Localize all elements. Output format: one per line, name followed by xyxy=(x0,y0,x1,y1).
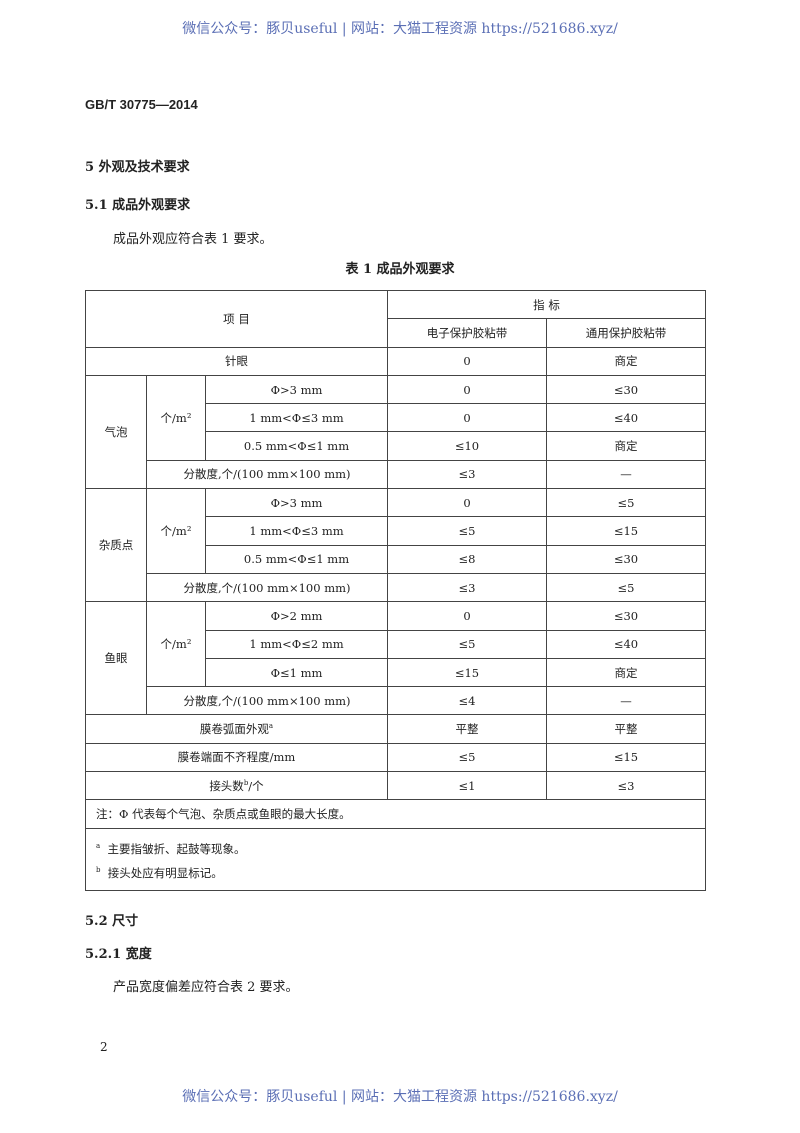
table-row: 鱼眼 个/m² Φ>2 mm 0 ≤30 xyxy=(85,601,706,716)
section-5-1-heading: 5.1 成品外观要求 xyxy=(85,198,191,213)
header-item: 项 目 xyxy=(85,290,388,348)
header-col1: 电子保护胶粘带 xyxy=(387,318,547,348)
table-title: 表 1 成品外观要求 xyxy=(345,262,455,277)
table-row: 膜卷端面不齐程度/mm ≤5 ≤15 xyxy=(85,742,706,773)
table-row: 分散度,个/(100 mm×100 mm) ≤3— xyxy=(86,459,706,490)
table-row: 膜卷弧面外观a 平整 平整 xyxy=(85,714,706,744)
unit: 个/m² xyxy=(146,601,206,688)
table-row: 接头数b/个 ≤1 ≤3 xyxy=(85,771,706,801)
table-row: 分散度,个/(100 mm×100 mm) ≤3 ≤5 xyxy=(86,572,706,603)
table-footnotes: a 主要指皱折、起鼓等现象。 b 接头处应有明显标记。 xyxy=(85,827,706,892)
table-row: 0.5 mm<Φ≤1 mm ≤8 ≤30 xyxy=(86,544,706,574)
paragraph-5-2-1: 产品宽度偏差应符合表 2 要求。 xyxy=(113,980,299,995)
table-row: 杂质点 个/m² Φ>3 mm 0 ≤5 xyxy=(85,488,706,603)
table-row: 1 mm<Φ≤3 mm 0 ≤40 xyxy=(86,403,706,433)
table-row: Φ≤1 mm ≤15 商定 xyxy=(86,657,706,688)
watermark-top: 微信公众号：豚贝useful | 网站：大猫工程资源 https://52168… xyxy=(182,21,618,37)
standard-number: GB/T 30775—2014 xyxy=(85,97,198,112)
section-5-heading: 5 外观及技术要求 xyxy=(85,160,190,175)
table-row: 气泡 个/m² Φ>3 mm 0 ≤30 xyxy=(85,374,706,490)
paragraph-5-1: 成品外观应符合表 1 要求。 xyxy=(113,232,273,247)
group-name: 杂质点 xyxy=(85,488,147,603)
section-5-2-1-heading: 5.2.1 宽度 xyxy=(85,947,152,962)
table-row: 分散度,个/(100 mm×100 mm) ≤4— xyxy=(86,686,706,716)
group-name: 鱼眼 xyxy=(85,601,147,716)
section-5-2-heading: 5.2 尺寸 xyxy=(85,914,139,929)
table-row: 针眼 0 商定 xyxy=(85,346,706,376)
unit: 个/m² xyxy=(146,374,206,461)
group-name: 气泡 xyxy=(85,374,147,490)
unit: 个/m² xyxy=(146,488,206,574)
appearance-table: 项 目指 标 电子保护胶粘带 通用保护胶粘带 针眼 0 商定 气泡 个/m² Φ>3 mm… xyxy=(85,289,706,892)
table-row: 1 mm<Φ≤2 mm ≤5 ≤40 xyxy=(86,629,706,659)
table-row: 1 mm<Φ≤3 mm ≤5 ≤15 xyxy=(86,516,706,546)
header-index: 指 标 xyxy=(387,289,706,320)
watermark-bottom: 微信公众号：豚贝useful | 网站：大猫工程资源 https://52168… xyxy=(182,1089,618,1105)
table-note: 注：Φ 代表每个气泡、杂质点或鱼眼的最大长度。 xyxy=(85,799,706,829)
page-number: 2 xyxy=(100,1040,108,1054)
header-col2: 通用保护胶粘带 xyxy=(546,318,706,348)
